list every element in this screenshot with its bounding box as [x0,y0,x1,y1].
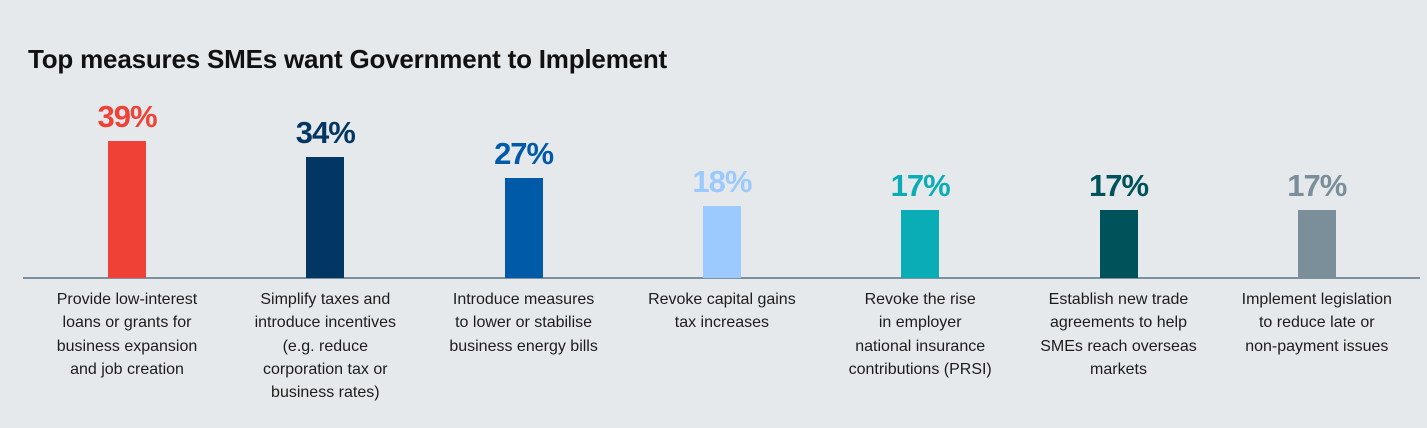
category-label-line: Revoke capital gains [648,291,796,308]
bar [702,206,741,278]
category-label: Introduce measures to lower or stabilise b… [429,288,619,358]
category-label: Revoke capital gains tax increases [627,288,817,335]
bar [108,141,146,278]
category-label: Establish new trade agreements to help SME… [1024,288,1214,381]
category-label-line: business energy bills [449,337,598,355]
category-label-line: national insurance [855,337,986,355]
category-label-line: Establish new trade [1048,291,1189,308]
bar [504,178,543,278]
data-label: 27% [494,136,554,172]
data-label: 18% [692,164,752,200]
bar [1297,209,1336,278]
category-label: Revoke the rise in employer national insur… [825,288,1015,381]
category-label-line: to reduce late or [1258,314,1375,332]
bar [306,156,345,278]
category-label-line: to lower or stabilise [455,314,593,332]
category-label-line: Revoke the rise [864,291,976,308]
category-label: Simplify taxes and introduce incentives (e… [230,288,420,404]
category-label-line: agreements to help [1050,314,1187,332]
category-label-line: Provide low-interest [56,291,198,308]
category-label-line: Implement legislation [1241,291,1392,308]
category-label-line: loans or grants for [62,314,192,332]
category-label-line: in employer [878,314,962,332]
chart-title: Top measures SMEs want Government to Imp… [28,44,668,74]
category-label-line: contributions (PRSI) [848,360,992,378]
category-label-line: Simplify taxes and [260,291,391,308]
data-label: 34% [295,114,356,150]
category-label-line: (e.g. reduce [282,337,368,355]
category-label: Implement legislation to reduce late or no… [1222,288,1412,358]
category-label: Provide low-interest loans or grants for b… [32,288,222,381]
data-label: 17% [1287,167,1347,203]
category-label-line: SMEs reach overseas [1040,337,1197,355]
category-label-line: business rates) [271,384,380,402]
category-label-line: tax increases [674,314,770,332]
data-label: 17% [1088,167,1149,203]
data-label: 17% [890,167,951,203]
category-label-line: and job creation [70,360,184,378]
data-label: 39% [97,99,157,135]
category-label-line: corporation tax or [263,360,388,378]
category-label-line: business expansion [56,337,198,355]
category-label-line: Introduce measures [452,291,595,308]
category-label-line: non-payment issues [1245,337,1389,355]
category-label-line: introduce incentives [254,314,396,332]
bar [1099,209,1138,278]
category-label-line: markets [1090,360,1147,378]
bar [901,209,940,278]
